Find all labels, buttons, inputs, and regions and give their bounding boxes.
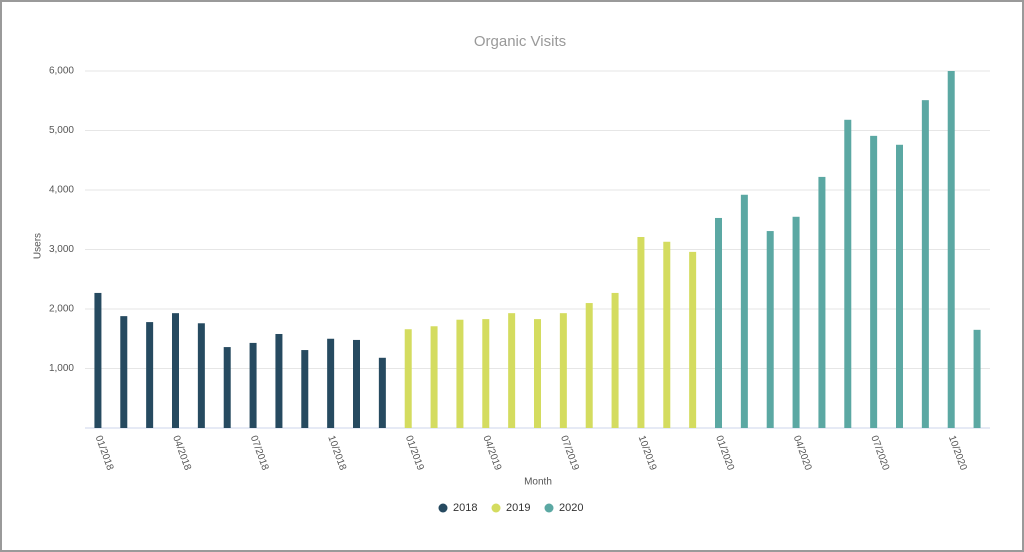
bar <box>611 292 619 428</box>
legend-marker <box>438 503 448 513</box>
bar <box>94 292 102 428</box>
bar <box>715 217 722 428</box>
bar <box>146 322 154 428</box>
x-tick-label: 01/2019 <box>403 434 426 472</box>
y-tick-label: 5,000 <box>49 125 74 136</box>
bar <box>301 350 309 428</box>
bar <box>818 176 826 428</box>
x-tick-label: 10/2019 <box>636 434 659 472</box>
bar <box>792 216 800 428</box>
bar <box>973 329 981 428</box>
bar <box>534 319 541 428</box>
bar <box>327 338 335 428</box>
bar <box>896 144 903 428</box>
y-tick-label: 3,000 <box>49 244 74 255</box>
bar <box>844 119 852 428</box>
y-tick-label: 6,000 <box>49 66 74 77</box>
legend-label: 2019 <box>506 502 530 514</box>
x-tick-label: 07/2020 <box>868 434 891 472</box>
bar <box>430 326 438 428</box>
bar <box>740 194 748 428</box>
x-tick-label: 04/2020 <box>791 434 814 472</box>
x-tick-label: 10/2018 <box>325 434 348 472</box>
x-tick-label: 07/2018 <box>248 434 271 472</box>
legend-label: 2018 <box>453 502 477 514</box>
bar <box>456 319 464 428</box>
bar <box>870 135 878 429</box>
bar <box>404 329 412 428</box>
bar <box>172 313 179 428</box>
y-tick-label: 1,000 <box>49 363 74 374</box>
bar <box>689 251 697 428</box>
bar <box>585 303 593 428</box>
bar <box>663 241 671 428</box>
bar <box>249 342 257 428</box>
bar <box>559 313 567 428</box>
bar <box>120 316 128 428</box>
bar <box>947 71 955 428</box>
x-tick-label: 04/2019 <box>480 434 503 472</box>
bar <box>508 313 516 428</box>
bar <box>921 100 929 428</box>
bar <box>197 323 205 428</box>
bar <box>378 357 386 428</box>
x-tick-label: 10/2020 <box>946 434 969 472</box>
bar <box>766 231 774 428</box>
legend-marker <box>491 503 501 513</box>
bar <box>223 347 231 428</box>
bar <box>482 319 490 428</box>
y-tick-label: 2,000 <box>49 304 74 315</box>
bar <box>353 339 360 428</box>
bar <box>275 333 283 428</box>
bar <box>637 237 645 428</box>
y-tick-label: 4,000 <box>49 185 74 196</box>
x-tick-label: 01/2018 <box>93 434 116 472</box>
x-tick-label: 04/2018 <box>170 434 193 472</box>
y-axis-label: Users <box>33 233 44 259</box>
x-axis-label: Month <box>524 477 552 488</box>
legend-label: 2020 <box>559 502 583 514</box>
chart-title: Organic Visits <box>474 33 566 50</box>
x-tick-label: 01/2020 <box>713 434 736 472</box>
x-tick-label: 07/2019 <box>558 434 581 472</box>
legend-marker <box>544 503 554 513</box>
